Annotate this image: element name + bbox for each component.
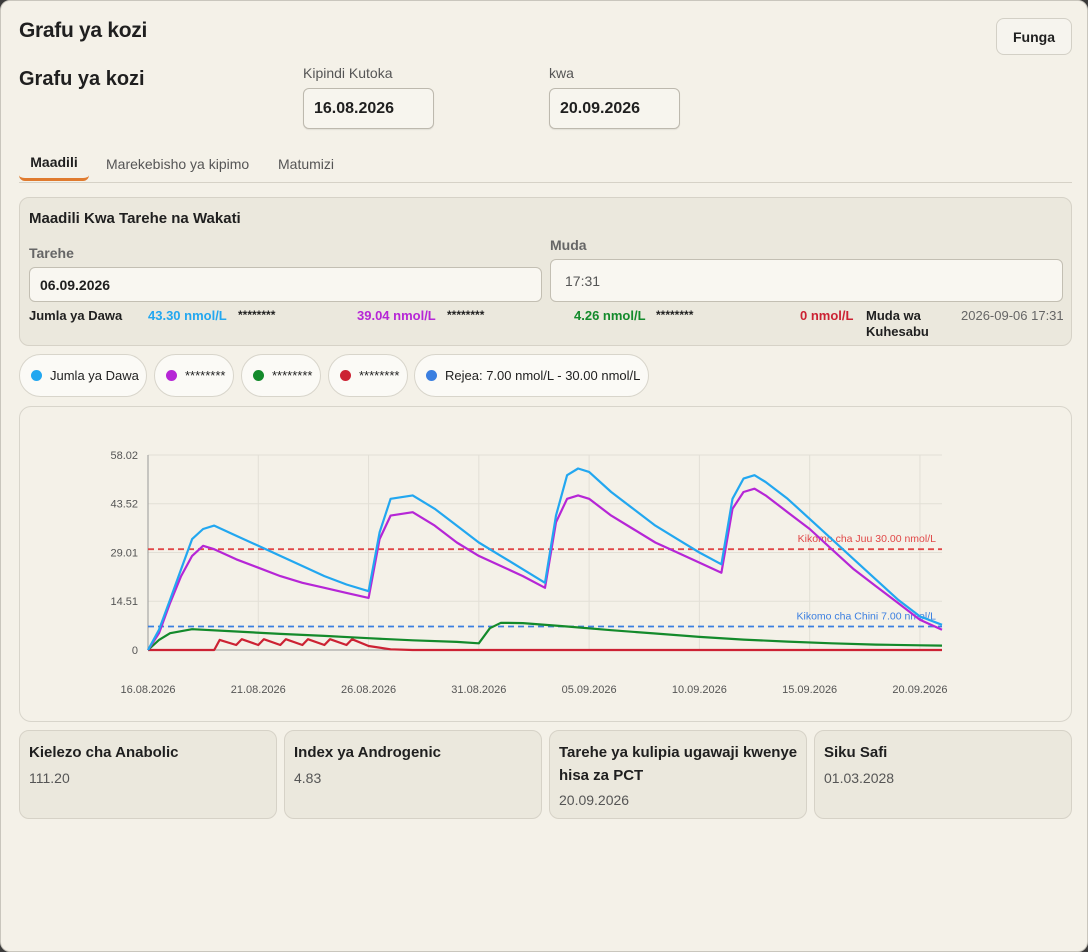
series2-value: 4.26 nmol/L bbox=[574, 308, 646, 323]
tab-values[interactable]: Maadili bbox=[19, 146, 89, 181]
legend-label: ******** bbox=[272, 368, 313, 383]
concentration-chart: 16.08.2026 21.08.2026 26.08.2026 31.08.2026… bbox=[110, 450, 947, 696]
stat-value: 01.03.2028 bbox=[824, 770, 895, 786]
lower-limit-label: Kikomo cha Chini 7.00 nmol/L bbox=[797, 610, 937, 622]
x-tick-label: 16.08.2026 bbox=[120, 684, 175, 696]
chart-card: 16.08.2026 21.08.2026 26.08.2026 31.08.2026… bbox=[19, 406, 1072, 722]
legend-series2[interactable]: ******** bbox=[241, 354, 321, 397]
y-tick-label: 43.52 bbox=[110, 499, 138, 511]
x-tick-label: 21.08.2026 bbox=[231, 684, 286, 696]
stat-title: Siku Safi bbox=[824, 744, 888, 761]
close-button[interactable]: Funga bbox=[996, 18, 1072, 55]
calc-time-value: 2026-09-06 17:31 bbox=[961, 308, 1064, 323]
x-tick-label: 26.08.2026 bbox=[341, 684, 396, 696]
stat-title: Kielezo cha Anabolic bbox=[29, 744, 179, 761]
legend-dot-icon bbox=[253, 370, 264, 381]
legend-reference[interactable]: Rejea: 7.00 nmol/L - 30.00 nmol/L bbox=[414, 354, 649, 397]
stat-value: 20.09.2026 bbox=[559, 792, 630, 808]
time-input[interactable]: 17:31 bbox=[550, 259, 1063, 302]
time-label: Muda bbox=[550, 237, 587, 253]
stat-title: Tarehe ya kulipia ugawaji kwenye hisa za… bbox=[559, 744, 798, 784]
legend-label: Rejea: 7.00 nmol/L - 30.00 nmol/L bbox=[445, 368, 641, 383]
tab-dose-adjustment[interactable]: Marekebisho ya kipimo bbox=[106, 155, 250, 172]
stat-value: 4.83 bbox=[294, 770, 322, 786]
legend-label: ******** bbox=[185, 368, 226, 383]
x-tick-label: 20.09.2026 bbox=[892, 684, 947, 696]
stat-title: Index ya Androgenic bbox=[294, 744, 441, 761]
x-tick-label: 15.09.2026 bbox=[782, 684, 837, 696]
stat-pct-date: Tarehe ya kulipia ugawaji kwenye hisa za… bbox=[549, 730, 807, 819]
series1-value: 39.04 nmol/L bbox=[357, 308, 436, 323]
tab-usage[interactable]: Matumizi bbox=[278, 155, 335, 172]
calc-time-label: Muda wa Kuhesabu bbox=[866, 308, 929, 339]
series-line-1 bbox=[147, 487, 943, 651]
series3-value: 0 nmol/L bbox=[800, 308, 854, 323]
legend-dot-icon bbox=[166, 370, 177, 381]
legend-dot-icon bbox=[426, 370, 437, 381]
date-input[interactable]: 06.09.2026 bbox=[29, 267, 542, 302]
stat-anabolic-index: Kielezo cha Anabolic 111.20 bbox=[19, 730, 277, 819]
legend-label: ******** bbox=[359, 368, 400, 383]
x-tick-label: 10.09.2026 bbox=[672, 684, 727, 696]
series1-name: ******** bbox=[238, 308, 276, 322]
legend-total[interactable]: Jumla ya Dawa bbox=[19, 354, 147, 397]
values-panel: Maadili Kwa Tarehe na Wakati Tarehe 06.0… bbox=[19, 197, 1072, 346]
series-line-2 bbox=[147, 621, 943, 651]
y-tick-label: 58.02 bbox=[110, 450, 138, 462]
x-tick-label: 31.08.2026 bbox=[451, 684, 506, 696]
period-from-input[interactable]: 16.08.2026 bbox=[303, 88, 434, 129]
stat-androgenic-index: Index ya Androgenic 4.83 bbox=[284, 730, 542, 819]
stat-clean-date: Siku Safi 01.03.2028 bbox=[814, 730, 1072, 819]
stat-value: 111.20 bbox=[29, 770, 70, 786]
date-label: Tarehe bbox=[29, 245, 74, 261]
x-tick-label: 05.09.2026 bbox=[562, 684, 617, 696]
series-line-3 bbox=[148, 638, 942, 652]
values-panel-title: Maadili Kwa Tarehe na Wakati bbox=[29, 210, 241, 227]
legend-series3[interactable]: ******** bbox=[328, 354, 408, 397]
total-value: 43.30 nmol/L bbox=[148, 308, 227, 323]
legend-dot-icon bbox=[340, 370, 351, 381]
page-title: Grafu ya kozi bbox=[19, 68, 145, 90]
total-label: Jumla ya Dawa bbox=[29, 308, 123, 323]
legend-series1[interactable]: ******** bbox=[154, 354, 234, 397]
window-title: Grafu ya kozi bbox=[19, 19, 147, 42]
series-line-0 bbox=[147, 467, 943, 651]
period-to-input[interactable]: 20.09.2026 bbox=[549, 88, 680, 129]
y-tick-label: 0 bbox=[132, 645, 138, 657]
upper-limit-label: Kikomo cha Juu 30.00 nmol/L bbox=[798, 533, 936, 545]
period-from-label: Kipindi Kutoka bbox=[303, 65, 393, 81]
series3-name: ******** bbox=[656, 308, 694, 322]
tab-bar: Maadili Marekebisho ya kipimo Matumizi bbox=[19, 146, 1072, 183]
legend-label: Jumla ya Dawa bbox=[50, 368, 139, 383]
legend-dot-icon bbox=[31, 370, 42, 381]
y-tick-label: 29.01 bbox=[110, 548, 138, 560]
y-tick-label: 14.51 bbox=[110, 596, 138, 608]
series2-name: ******** bbox=[447, 308, 485, 322]
period-to-label: kwa bbox=[549, 65, 574, 81]
